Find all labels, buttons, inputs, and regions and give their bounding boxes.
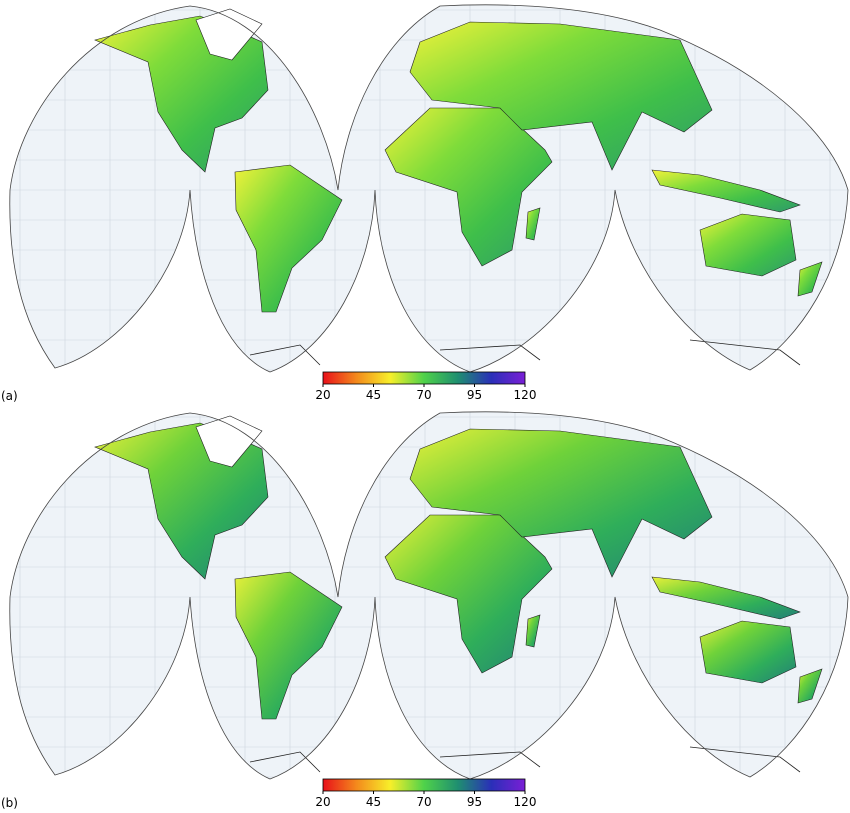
land [409, 428, 713, 578]
land [651, 576, 801, 620]
map-panel [9, 4, 849, 373]
colorbar-tick-label: 45 [366, 388, 381, 402]
outline [9, 411, 849, 780]
colorbar-tick-label: 20 [315, 795, 330, 809]
land [699, 213, 797, 277]
land [525, 207, 541, 241]
land [651, 169, 801, 213]
land [384, 514, 553, 674]
colorbar-tick-label: 95 [467, 795, 482, 809]
land [384, 107, 553, 267]
colorbar-tick-label: 120 [514, 388, 537, 402]
panel-label: (b) [1, 796, 18, 809]
colorbar [322, 371, 526, 385]
outline [9, 4, 849, 373]
colorbar-tick-label: 45 [366, 795, 381, 809]
land [234, 164, 343, 313]
ice [195, 415, 263, 468]
land [797, 261, 823, 297]
colorbar-tick-label: 70 [416, 388, 431, 402]
colorbar-tick-label: 20 [315, 388, 330, 402]
antarctica [249, 339, 801, 366]
land [797, 668, 823, 704]
colorbar-tick-label: 95 [467, 388, 482, 402]
colorbar-tick-label: 120 [514, 795, 537, 809]
land [409, 21, 713, 171]
land [525, 614, 541, 648]
map-panel [9, 411, 849, 780]
colorbar-tick-label: 70 [416, 795, 431, 809]
panel-label: (a) [1, 389, 18, 403]
colorbar [322, 778, 526, 792]
land [234, 571, 343, 720]
land [699, 620, 797, 684]
ice [195, 8, 263, 61]
antarctica [249, 746, 801, 773]
